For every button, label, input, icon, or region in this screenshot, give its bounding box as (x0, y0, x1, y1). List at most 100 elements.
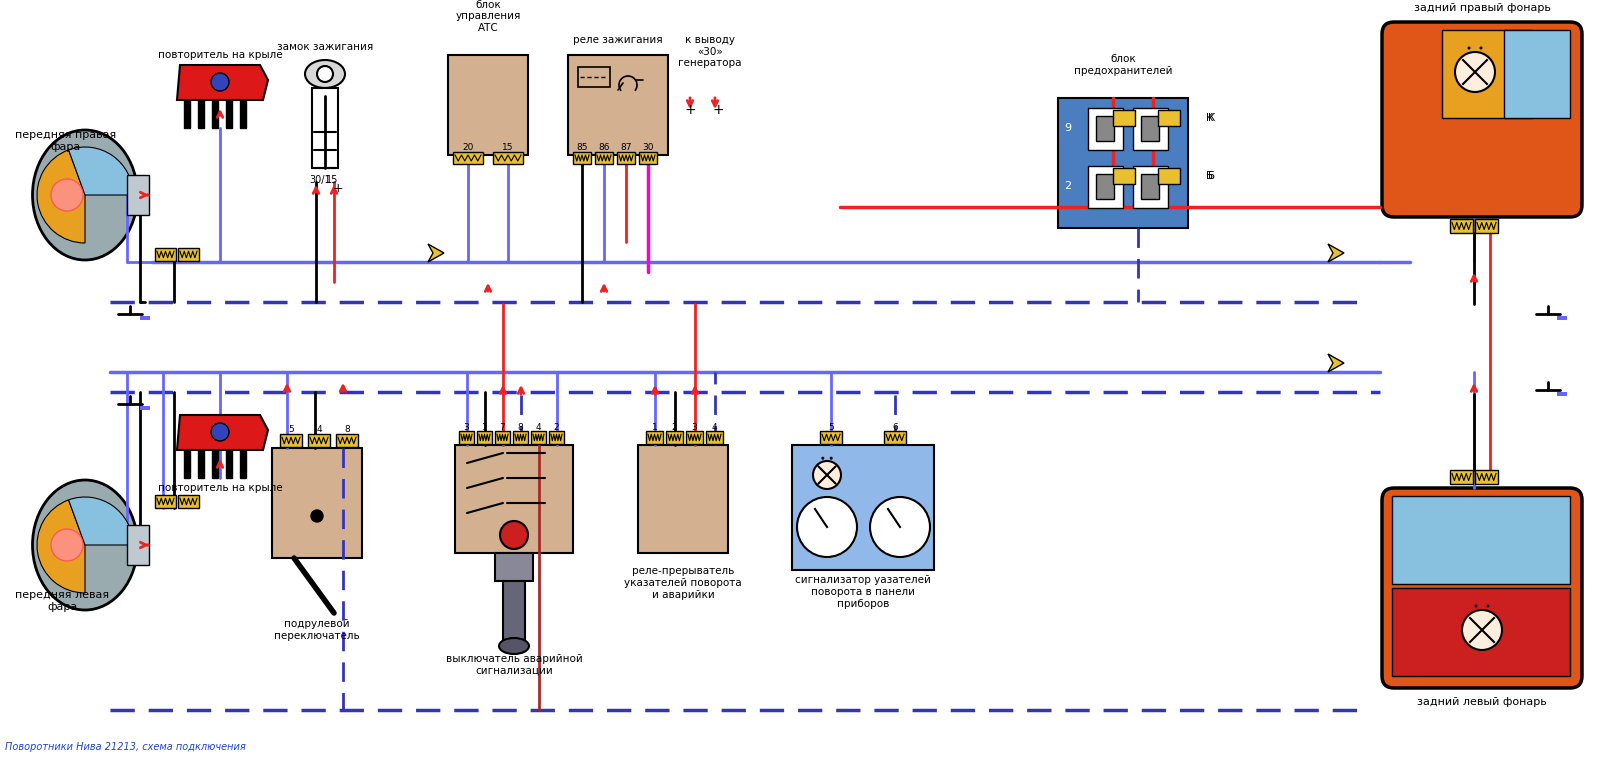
Circle shape (316, 66, 332, 82)
Polygon shape (1327, 244, 1343, 262)
Text: Поворотники Нива 21213, схема подключения: Поворотники Нива 21213, схема подключени… (5, 742, 246, 752)
Bar (883, 431, 905, 444)
Bar (1392, 496, 1570, 584)
Bar (1112, 110, 1135, 126)
Circle shape (1473, 604, 1477, 607)
Text: сигнализатор уазателей
поворота в панели
приборов: сигнализатор уазателей поворота в панели… (794, 575, 931, 609)
Bar (1555, 316, 1566, 320)
Bar (493, 152, 523, 164)
Text: выключатель аварийной
сигнализации: выключатель аварийной сигнализации (445, 654, 583, 676)
Text: передняя левая
фара: передняя левая фара (14, 590, 109, 612)
Circle shape (870, 497, 929, 557)
Bar (156, 495, 177, 508)
Circle shape (1454, 52, 1494, 92)
Bar (226, 100, 231, 128)
Text: 5: 5 (287, 426, 294, 434)
Bar (1441, 30, 1531, 118)
Circle shape (210, 73, 230, 91)
Circle shape (830, 457, 831, 460)
Text: передняя правая
фара: передняя правая фара (14, 130, 116, 152)
Bar (197, 450, 204, 478)
Bar (477, 431, 491, 444)
Text: 2: 2 (1064, 181, 1071, 191)
Ellipse shape (32, 130, 138, 260)
Bar (578, 67, 610, 87)
Bar (239, 100, 246, 128)
Polygon shape (177, 65, 268, 100)
Bar (666, 431, 682, 444)
Text: 30: 30 (642, 143, 653, 153)
Circle shape (820, 457, 823, 460)
Bar (1449, 470, 1472, 484)
Bar (1095, 174, 1114, 199)
Bar (549, 431, 563, 444)
Text: 86: 86 (599, 143, 610, 153)
Wedge shape (69, 147, 133, 195)
Ellipse shape (32, 480, 138, 610)
Bar (685, 431, 703, 444)
Bar (1157, 110, 1180, 126)
Bar (185, 450, 189, 478)
Bar (568, 55, 668, 155)
Bar (178, 248, 199, 261)
Bar (454, 445, 573, 553)
Text: к выводу
«30»
генератора: к выводу «30» генератора (677, 35, 742, 68)
Bar (156, 248, 177, 261)
Text: +: + (711, 103, 724, 117)
Bar (1473, 470, 1497, 484)
Wedge shape (37, 500, 85, 593)
Bar (645, 431, 663, 444)
Text: 85: 85 (576, 143, 587, 153)
Circle shape (1478, 46, 1481, 49)
Bar (1555, 392, 1566, 396)
Bar (1132, 166, 1167, 208)
Wedge shape (69, 497, 133, 545)
Text: подрулевой
переключатель: подрулевой переключатель (274, 619, 360, 641)
Bar (453, 152, 483, 164)
Text: задний правый фонарь: задний правый фонарь (1412, 3, 1549, 13)
Wedge shape (37, 150, 85, 243)
Ellipse shape (305, 60, 345, 88)
Text: 4: 4 (711, 423, 717, 432)
Bar (502, 581, 525, 646)
Bar (1087, 108, 1122, 150)
Text: +: + (332, 181, 343, 194)
Bar (212, 450, 218, 478)
Text: К: К (1207, 113, 1215, 123)
Circle shape (1461, 610, 1501, 650)
Bar (1058, 98, 1188, 228)
Text: 3: 3 (692, 423, 697, 432)
Polygon shape (1327, 354, 1343, 372)
Bar (1140, 116, 1159, 141)
Text: К: К (1205, 113, 1212, 123)
Text: 1: 1 (482, 423, 486, 432)
Text: 7: 7 (499, 423, 506, 432)
Text: 1: 1 (652, 423, 656, 432)
Bar (127, 525, 149, 565)
Text: блок
предохранителей: блок предохранителей (1074, 55, 1172, 76)
Bar (820, 431, 841, 444)
Polygon shape (429, 244, 443, 262)
Bar (459, 431, 473, 444)
Bar (594, 152, 613, 164)
Text: 5: 5 (828, 423, 833, 432)
Bar (226, 450, 231, 478)
Text: Б: Б (1205, 171, 1212, 181)
Bar (197, 100, 204, 128)
Circle shape (51, 529, 83, 561)
FancyBboxPatch shape (1382, 488, 1581, 688)
Bar (311, 88, 337, 168)
Circle shape (51, 179, 83, 211)
Text: 30/1: 30/1 (308, 175, 331, 185)
Bar (1132, 108, 1167, 150)
Bar (637, 445, 727, 553)
Bar (448, 55, 528, 155)
Bar (1095, 116, 1114, 141)
Bar (212, 100, 218, 128)
Circle shape (796, 497, 857, 557)
Text: 8: 8 (517, 423, 523, 432)
Text: 20: 20 (462, 143, 473, 153)
Bar (185, 100, 189, 128)
Bar (494, 431, 510, 444)
Bar (512, 431, 528, 444)
